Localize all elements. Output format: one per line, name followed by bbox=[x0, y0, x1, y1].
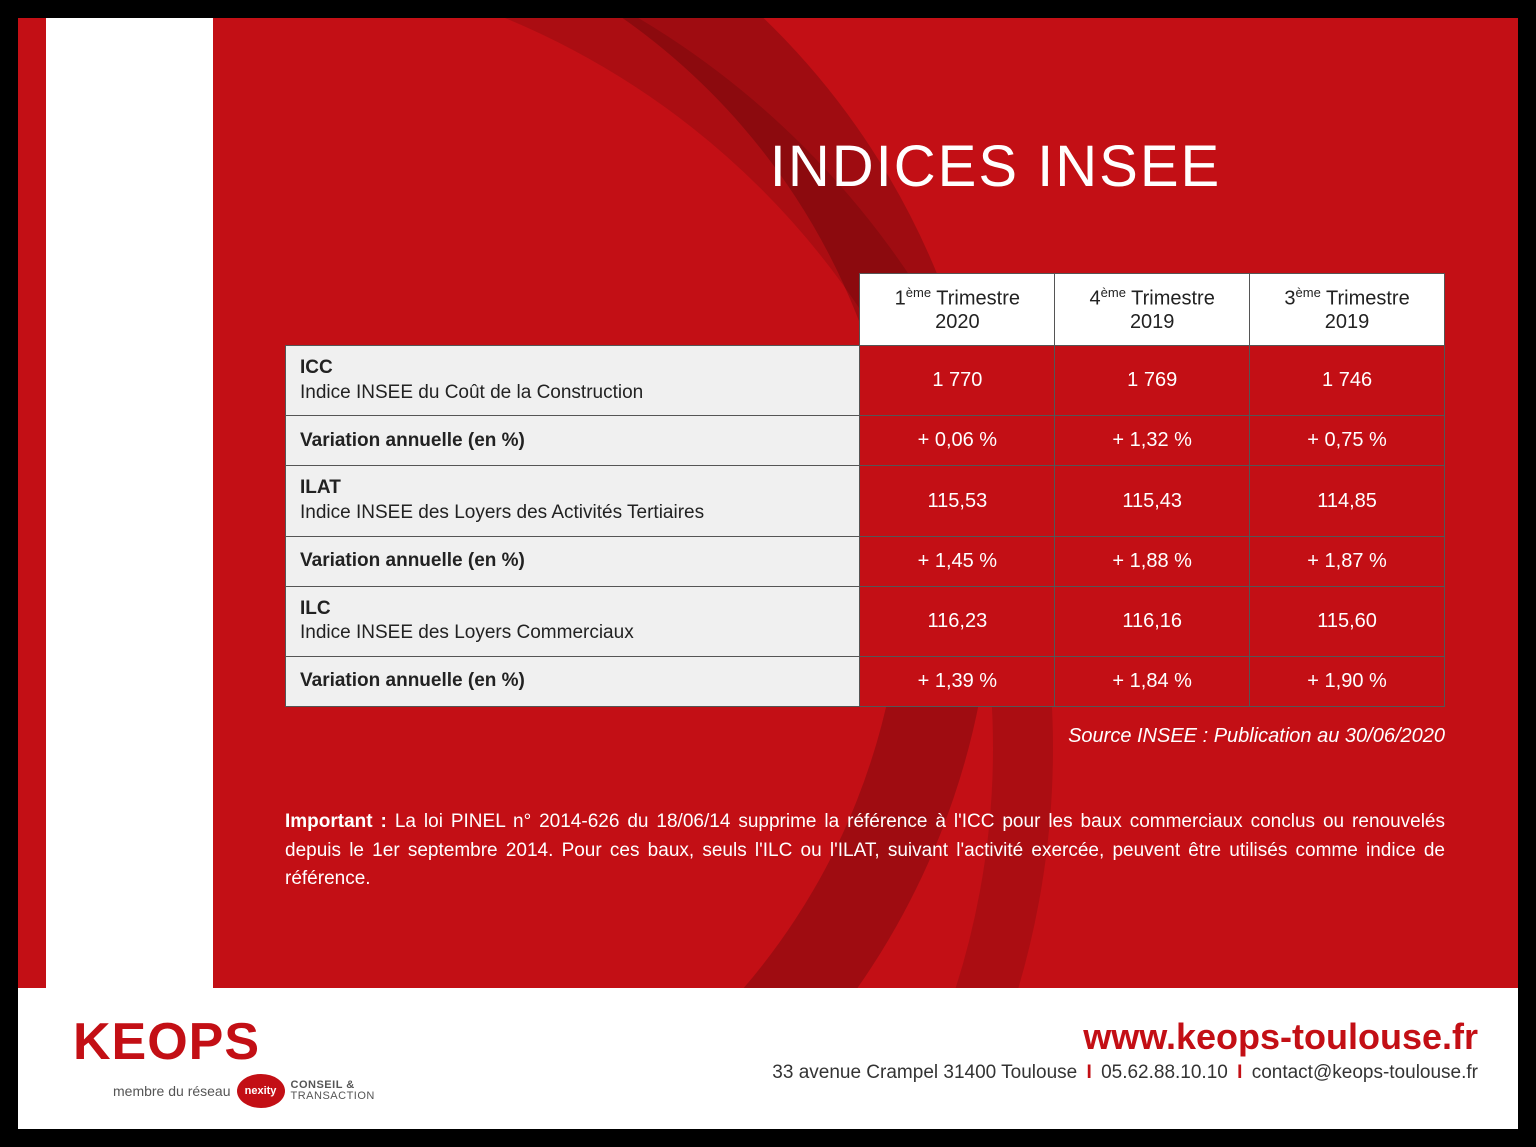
logo-block: KEOPS membre du réseau nexity CONSEIL & … bbox=[73, 1012, 375, 1108]
variation-cell: + 0,75 % bbox=[1250, 416, 1445, 466]
value-cell: 115,53 bbox=[860, 466, 1055, 536]
variation-cell: + 1,88 % bbox=[1055, 536, 1250, 586]
variation-label: Variation annuelle (en %) bbox=[286, 536, 860, 586]
red-panel: INDICES INSEE 1ème Trimestre2020 4ème Tr… bbox=[213, 18, 1518, 988]
col-header: 1ème Trimestre2020 bbox=[860, 274, 1055, 346]
important-label: Important : bbox=[285, 811, 387, 832]
indices-table: 1ème Trimestre2020 4ème Trimestre2019 3è… bbox=[285, 273, 1445, 707]
value-cell: 115,60 bbox=[1250, 586, 1445, 656]
page-title: INDICES INSEE bbox=[213, 133, 1518, 200]
col-header: 4ème Trimestre2019 bbox=[1055, 274, 1250, 346]
address: 33 avenue Crampel 31400 Toulouse bbox=[772, 1062, 1077, 1083]
value-cell: 114,85 bbox=[1250, 466, 1445, 536]
separator: I bbox=[1237, 1062, 1242, 1083]
website-url: www.keops-toulouse.fr bbox=[772, 1016, 1478, 1058]
value-cell: 116,23 bbox=[860, 586, 1055, 656]
variation-cell: + 1,87 % bbox=[1250, 536, 1445, 586]
email: contact@keops-toulouse.fr bbox=[1252, 1062, 1478, 1083]
important-text: La loi PINEL n° 2014-626 du 18/06/14 sup… bbox=[285, 811, 1445, 889]
variation-label: Variation annuelle (en %) bbox=[286, 416, 860, 466]
nexity-badge-icon: nexity bbox=[237, 1074, 285, 1108]
variation-cell: + 1,45 % bbox=[860, 536, 1055, 586]
row-label: ICCIndice INSEE du Coût de la Constructi… bbox=[286, 346, 860, 416]
separator: I bbox=[1087, 1062, 1092, 1083]
variation-cell: + 1,90 % bbox=[1250, 657, 1445, 707]
value-cell: 1 746 bbox=[1250, 346, 1445, 416]
footer: KEOPS membre du réseau nexity CONSEIL & … bbox=[18, 988, 1518, 1129]
left-red-strip bbox=[18, 18, 46, 988]
tagline-prefix: membre du réseau bbox=[113, 1083, 231, 1099]
col-header: 3ème Trimestre2019 bbox=[1250, 274, 1445, 346]
brand-logo: KEOPS bbox=[73, 1012, 375, 1072]
contact-block: www.keops-toulouse.fr 33 avenue Crampel … bbox=[772, 1016, 1478, 1084]
variation-cell: + 0,06 % bbox=[860, 416, 1055, 466]
tagline: membre du réseau nexity CONSEIL & TRANSA… bbox=[113, 1074, 375, 1108]
variation-cell: + 1,84 % bbox=[1055, 657, 1250, 707]
value-cell: 1 769 bbox=[1055, 346, 1250, 416]
phone: 05.62.88.10.10 bbox=[1101, 1062, 1228, 1083]
value-cell: 1 770 bbox=[860, 346, 1055, 416]
row-label: ILCIndice INSEE des Loyers Commerciaux bbox=[286, 586, 860, 656]
important-note: Important : La loi PINEL n° 2014-626 du … bbox=[285, 808, 1445, 894]
row-label: ILATIndice INSEE des Loyers des Activité… bbox=[286, 466, 860, 536]
blank-header bbox=[286, 274, 860, 346]
variation-cell: + 1,39 % bbox=[860, 657, 1055, 707]
variation-label: Variation annuelle (en %) bbox=[286, 657, 860, 707]
badge-sub: CONSEIL & TRANSACTION bbox=[291, 1080, 375, 1102]
variation-cell: + 1,32 % bbox=[1055, 416, 1250, 466]
document-frame: INDICES INSEE 1ème Trimestre2020 4ème Tr… bbox=[18, 18, 1518, 1129]
value-cell: 115,43 bbox=[1055, 466, 1250, 536]
table-container: 1ème Trimestre2020 4ème Trimestre2019 3è… bbox=[285, 273, 1445, 748]
contact-line: 33 avenue Crampel 31400 Toulouse I 05.62… bbox=[772, 1062, 1478, 1084]
source-note: Source INSEE : Publication au 30/06/2020 bbox=[285, 725, 1445, 748]
value-cell: 116,16 bbox=[1055, 586, 1250, 656]
